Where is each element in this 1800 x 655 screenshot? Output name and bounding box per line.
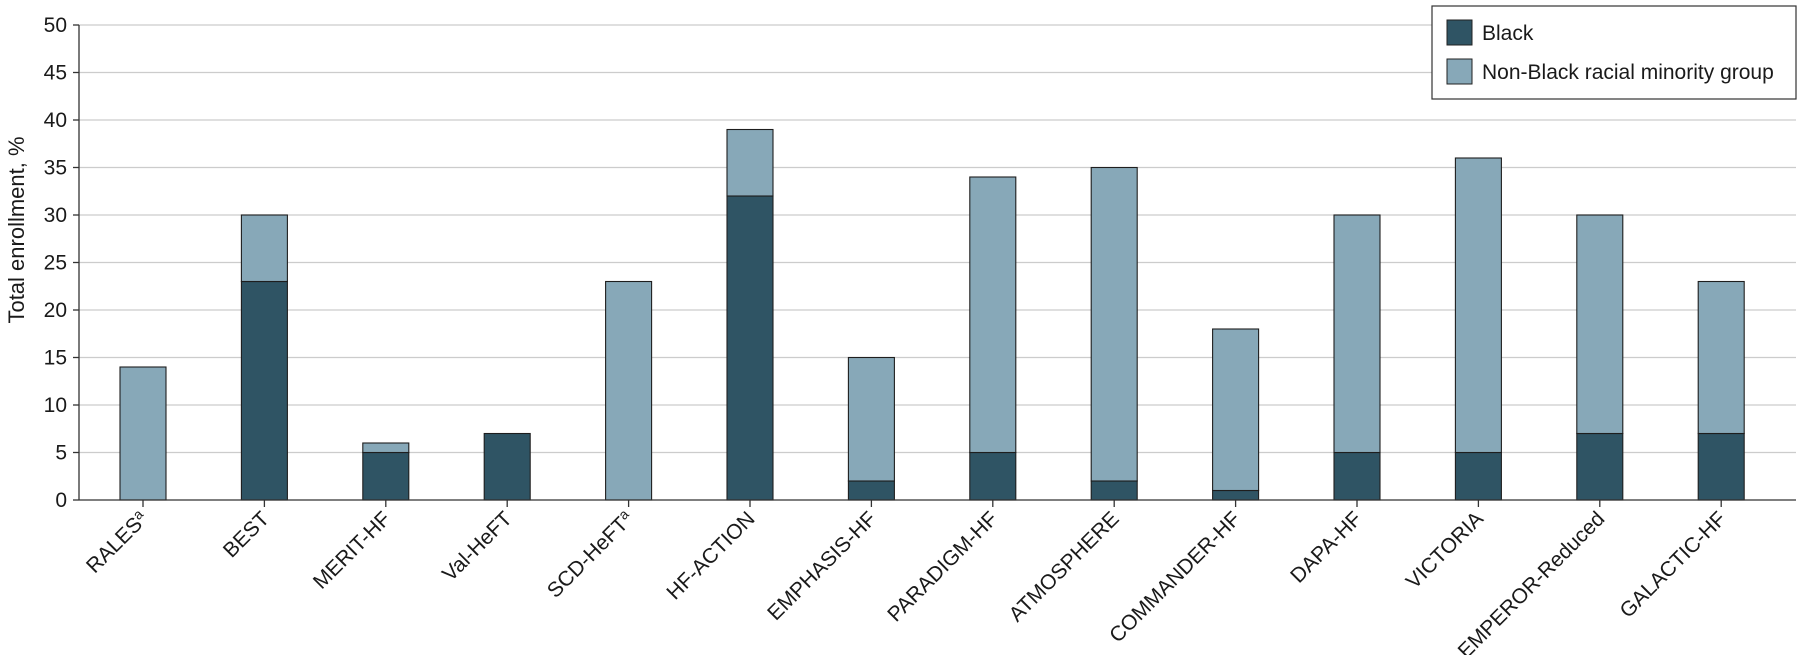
y-tick-label: 15 xyxy=(44,347,67,370)
legend-swatch-non-black xyxy=(1446,58,1473,85)
bar-black-commander-hf xyxy=(1212,489,1260,501)
legend: Black Non-Black racial minority group xyxy=(1431,5,1797,100)
legend-swatch-black xyxy=(1446,19,1473,46)
bar-non-black-emperor-reduced xyxy=(1576,214,1624,435)
bar-non-black-hf-action xyxy=(726,128,774,197)
x-tick-label: DAPA-HF xyxy=(1286,507,1366,587)
legend-label-black: Black xyxy=(1482,22,1534,45)
legend-label-non-black: Non-Black racial minority group xyxy=(1482,61,1774,84)
bar-non-black-commander-hf xyxy=(1212,328,1260,492)
bar-black-merit-hf xyxy=(362,451,410,501)
y-tick-label: 35 xyxy=(44,157,67,180)
bar-non-black-merit-hf xyxy=(362,442,410,454)
y-tick-label: 40 xyxy=(44,109,67,132)
x-tick-label: HF-ACTION xyxy=(662,507,759,604)
bar-non-black-dapa-hf xyxy=(1333,214,1381,454)
bar-black-galactic-hf xyxy=(1697,432,1745,501)
x-tick-labels: RALESa BEST MERIT-HF Val-HeFT SCD-HeFTa HF-AC… xyxy=(81,506,1731,655)
x-tick-label: GALACTIC-HF xyxy=(1615,507,1730,622)
bar-black-best xyxy=(240,280,288,501)
bar-black-val-heft xyxy=(483,432,531,501)
x-tick-label: Val-HeFT xyxy=(438,507,517,586)
y-tick-label: 0 xyxy=(55,489,67,512)
x-tick-label: SCD-HeFTa xyxy=(542,506,639,603)
y-tick-labels: 0 5 10 15 20 25 30 35 40 45 50 xyxy=(44,14,67,512)
x-tick-label: VICTORIA xyxy=(1402,507,1488,593)
y-tick-label: 20 xyxy=(44,299,67,322)
y-tick-label: 30 xyxy=(44,204,67,227)
bar-non-black-victoria xyxy=(1454,157,1502,454)
x-tick-label: ATMOSPHERE xyxy=(1005,507,1124,626)
bar-black-atmosphere xyxy=(1090,480,1138,501)
bar-black-victoria xyxy=(1454,451,1502,501)
bar-non-black-atmosphere xyxy=(1090,166,1138,482)
axes xyxy=(73,24,1796,507)
x-tick-label: PARADIGM-HF xyxy=(883,507,1002,626)
bars xyxy=(119,128,1745,501)
y-tick-label: 45 xyxy=(44,62,67,85)
bar-non-black-best xyxy=(240,214,288,283)
x-tick-label: MERIT-HF xyxy=(309,507,395,593)
bar-black-paradigm-hf xyxy=(969,451,1017,501)
bar-non-black-scd-heft xyxy=(605,280,653,501)
y-tick-label: 10 xyxy=(44,394,67,417)
bar-non-black-paradigm-hf xyxy=(969,176,1017,454)
x-tick-label: RALESa xyxy=(81,506,153,578)
x-tick-label: BEST xyxy=(219,507,274,562)
bar-non-black-rales xyxy=(119,366,167,501)
legend-box xyxy=(1431,5,1797,100)
bar-black-hf-action xyxy=(726,195,774,501)
bar-non-black-emphasis-hf xyxy=(847,356,895,482)
y-tick-label: 50 xyxy=(44,14,67,37)
bar-black-dapa-hf xyxy=(1333,451,1381,501)
y-tick-label: 25 xyxy=(44,252,67,275)
bar-black-emphasis-hf xyxy=(847,480,895,501)
y-tick-label: 5 xyxy=(55,442,67,465)
x-tick-label: COMMANDER-HF xyxy=(1105,507,1245,647)
bar-non-black-galactic-hf xyxy=(1697,280,1745,435)
bar-black-emperor-reduced xyxy=(1576,432,1624,501)
y-axis-title: Total enrollment, % xyxy=(4,136,29,323)
x-tick-label: EMPHASIS-HF xyxy=(763,507,881,625)
